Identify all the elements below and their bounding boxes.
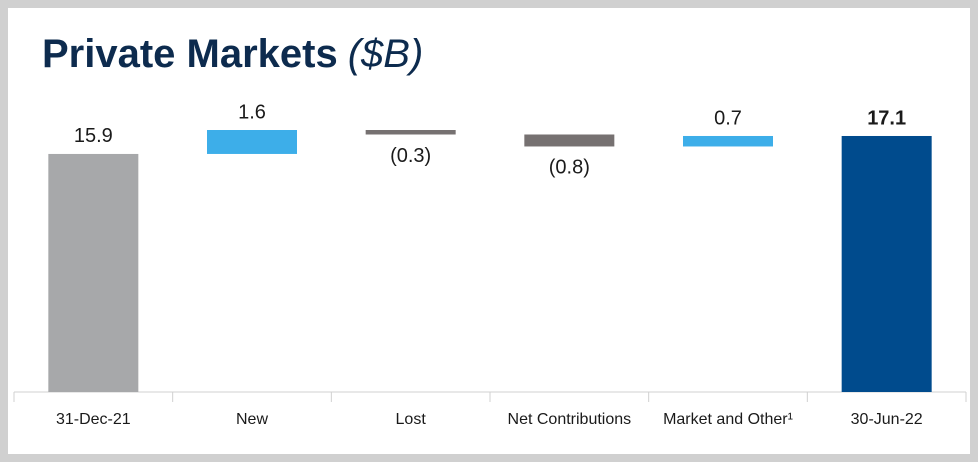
chart-title: Private Markets ($B) xyxy=(42,32,423,76)
x-tick-label: Net Contributions xyxy=(508,411,632,428)
bar xyxy=(48,153,139,392)
bar xyxy=(365,130,456,135)
x-tick-label: Lost xyxy=(396,411,427,428)
value-label: (0.8) xyxy=(549,157,590,179)
bar xyxy=(524,134,615,147)
x-tick-label: New xyxy=(236,411,268,428)
bar xyxy=(841,135,932,392)
subtitle-text: ($B) xyxy=(348,32,424,76)
x-tick-label: 30-Jun-22 xyxy=(851,411,923,428)
value-label: 0.7 xyxy=(714,107,742,129)
x-tick-label: 31-Dec-21 xyxy=(56,411,131,428)
value-label: 1.6 xyxy=(238,101,266,123)
value-label: 17.1 xyxy=(867,107,906,129)
value-label: (0.3) xyxy=(390,145,431,167)
title-text: Private Markets xyxy=(42,32,338,76)
bar xyxy=(207,130,297,154)
value-label: 15.9 xyxy=(74,125,113,147)
bar xyxy=(683,135,773,147)
x-tick-label: Market and Other¹ xyxy=(663,411,793,428)
